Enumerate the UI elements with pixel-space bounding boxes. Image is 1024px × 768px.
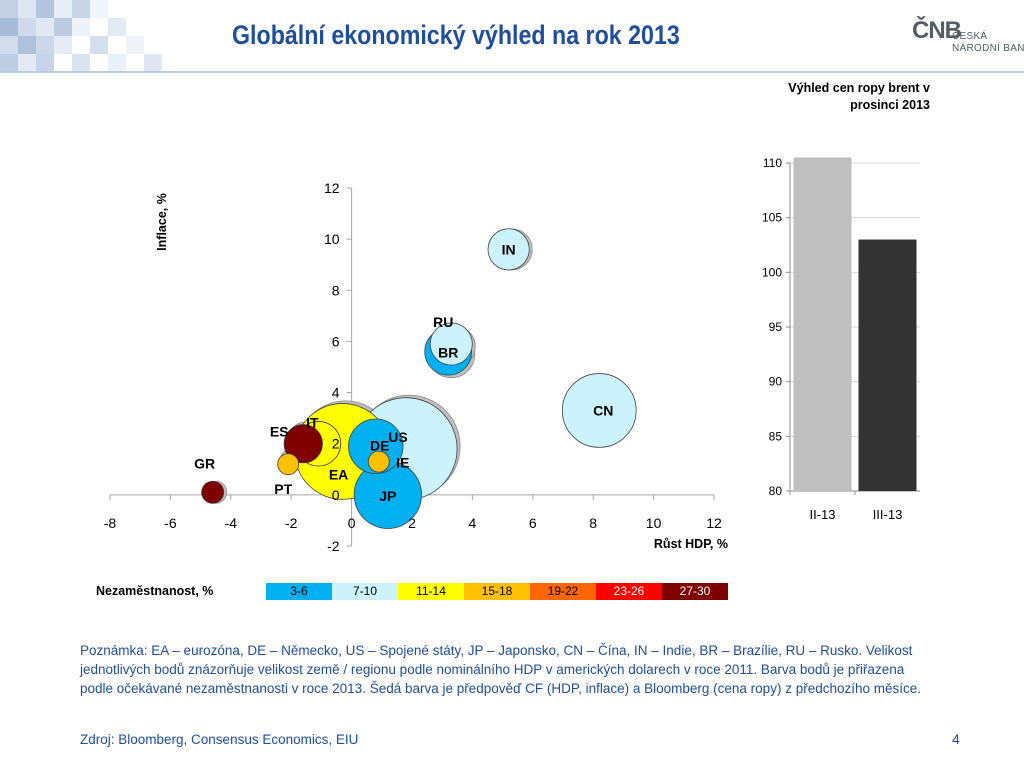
legend-band-3-6: 3-6 [266,583,332,600]
y-tick-label: 6 [332,333,340,349]
y-axis-label: Inflace, % [155,193,169,251]
x-tick-label: -8 [104,515,117,531]
legend-band-15-18: 15-18 [464,583,530,600]
x-tick-label: -6 [164,515,177,531]
oil-bar-ii-13 [793,157,852,492]
bubble-gr [201,480,225,504]
bubble-label-de: DE [370,437,389,453]
logo-line-2: NÁRODNÍ BANKA [952,43,1024,54]
x-tick-label: 4 [469,515,477,531]
y-tick-label: 8 [332,282,340,298]
page-number: 4 [952,731,960,747]
bubble-ru [429,322,473,366]
legend-band-19-22: 19-22 [530,583,596,600]
bubble-label-in: IN [502,241,516,257]
oil-bar-iii-13 [858,239,917,491]
oil-y-tick-label: 110 [763,156,782,170]
oil-y-tick-label: 90 [769,375,783,389]
oil-y-tick-label: 95 [769,320,783,334]
header-divider [0,71,1024,73]
bubble-label-pt: PT [274,481,292,497]
x-tick-label: 2 [408,515,416,531]
y-tick-label: 12 [324,180,340,196]
oil-bar-chart: 80 85 90 95 100 105 110 II-13 III-13 [762,156,920,522]
bubble-es [283,424,323,464]
x-tick-label: 10 [646,515,662,531]
x-tick-label: 0 [348,515,356,531]
bubble-label-gr: GR [194,455,215,471]
bubble-label-cn: CN [593,402,613,418]
bubble-tick-layer: -8 -6 -4 -2 0 2 4 6 8 10 12 -2 0 2 4 6 8 10 12 [104,180,722,554]
bubble-cn [561,373,637,448]
bubble-label-ea: EA [329,466,348,482]
y-tick-label: 2 [332,436,340,452]
oil-x-tick-label: III-13 [873,507,903,522]
page-title: Globální ekonomický výhled na rok 2013 [232,20,680,50]
oil-x-tick-label: II-13 [809,507,835,522]
bubble-label-es: ES [270,424,289,440]
oil-tick-layer: 80 85 90 95 100 105 110 II-13 III-13 [762,156,902,522]
oil-y-tick-label: 100 [762,265,782,279]
x-axis-label: Růst HDP, % [654,537,728,551]
header-mosaic [0,0,162,72]
bubble-label-ru: RU [433,314,453,330]
x-tick-label: -4 [225,515,238,531]
logo-line-1: ČESKÁ [952,31,988,42]
legend-band-11-14: 11-14 [398,583,464,600]
bubble-label-br: BR [438,345,458,361]
bubble-label-jp: JP [379,488,396,504]
oil-chart-title: Výhled cen ropy brent v prosinci 2013 [788,81,930,112]
bubble-label-it: IT [306,415,319,431]
x-tick-label: 6 [529,515,537,531]
legend-band-23-26: 23-26 [596,583,662,600]
bubble-in [487,228,530,271]
y-tick-label: 4 [332,385,340,401]
footnote: Poznámka: EA – eurozóna, DE – Německo, U… [80,643,922,696]
logo-monogram: ČNB [912,17,962,44]
x-tick-label: 12 [706,515,722,531]
oil-y-tick-label: 105 [762,211,782,225]
bubble-ie [367,450,390,473]
x-tick-label: -2 [285,515,298,531]
oil-y-tick-label: 80 [769,484,783,498]
y-tick-label: -2 [327,538,340,554]
source-note: Zdroj: Bloomberg, Consensus Economics, E… [80,732,359,747]
oil-bar-layer [793,157,917,492]
bubble-pt [277,453,300,476]
y-tick-label: 10 [324,231,340,247]
unemployment-legend: Nezaměstnanost, % 3-6 7-10 11-14 15-18 1… [0,583,760,601]
cnb-logo: ČNB ČESKÁ NÁRODNÍ BANKA [912,17,1024,59]
bubble-chart: IN RU BR CN US EA DE IT ES IE PT GR JP -8 -6 -4 -2 0 2 4 6 8… [104,180,728,554]
legend-title: Nezaměstnanost, % [96,584,214,598]
bubble-label-ie: IE [396,455,409,471]
legend-band-27-30: 27-30 [662,583,728,600]
bubble-label-us: US [388,429,407,445]
bubble-layer [201,228,637,529]
oil-y-tick-label: 85 [769,429,783,443]
legend-band-7-10: 7-10 [332,583,398,600]
bubble-label-layer: IN RU BR CN US EA DE IT ES IE PT GR JP [194,241,613,503]
y-tick-label: 0 [332,487,340,503]
x-tick-label: 8 [589,515,597,531]
